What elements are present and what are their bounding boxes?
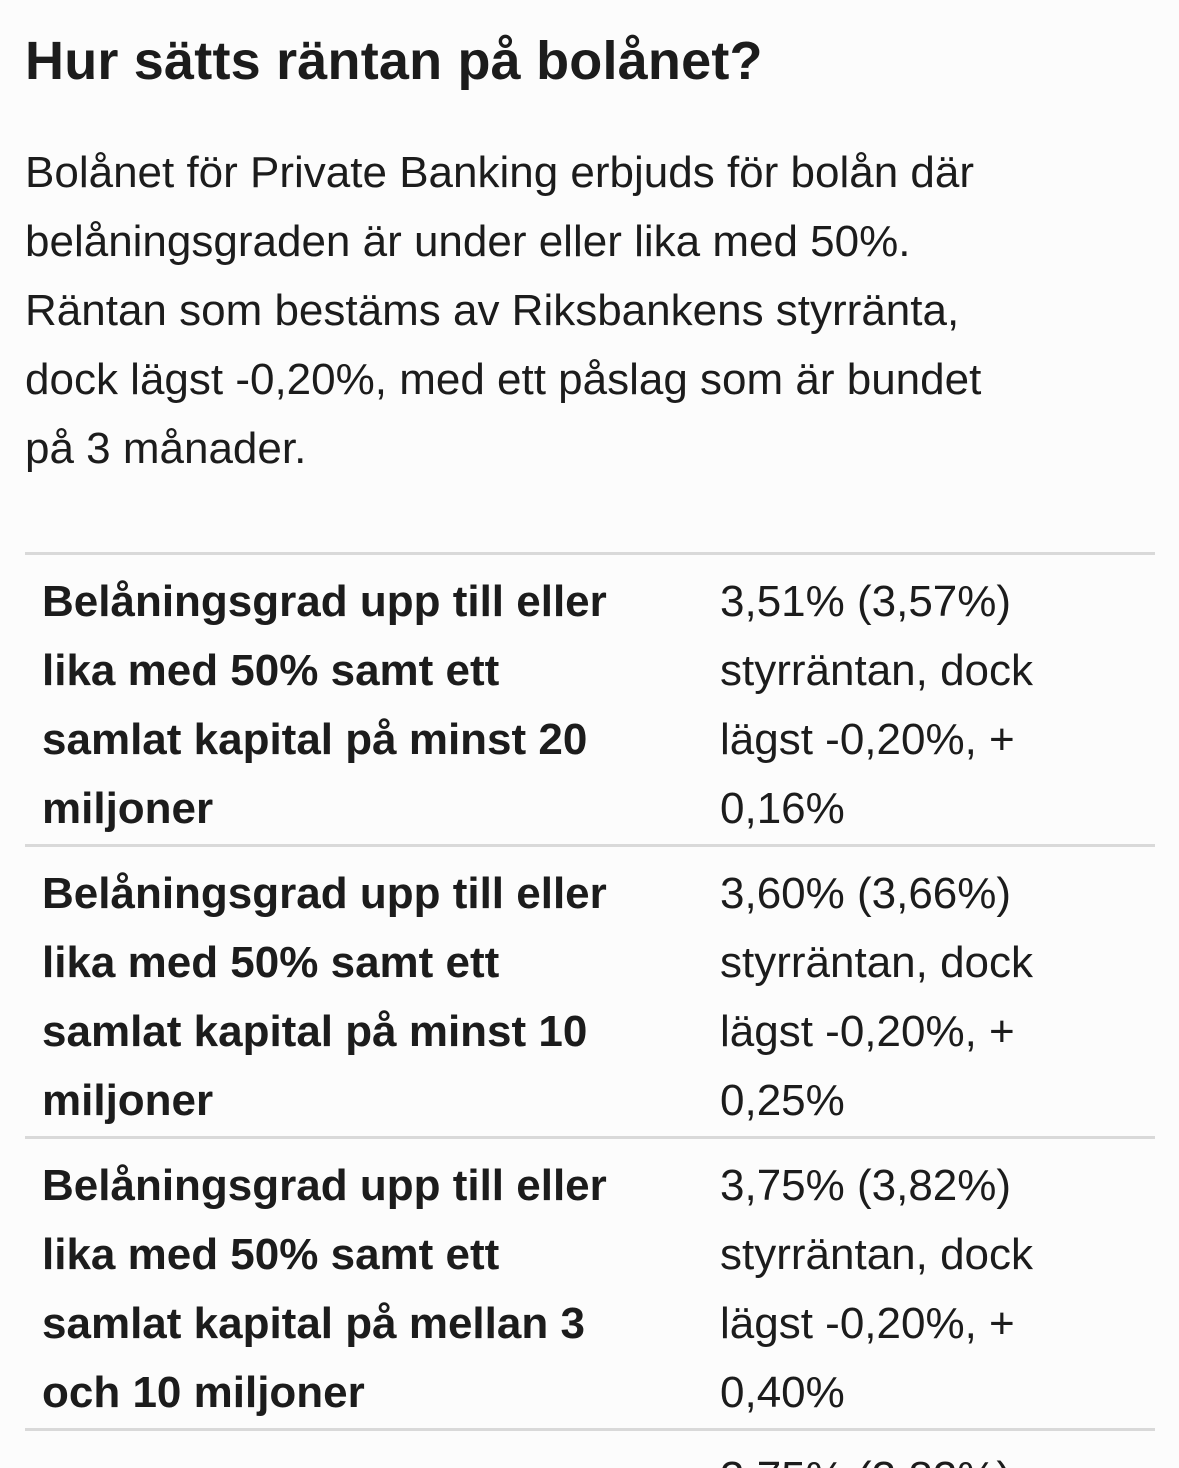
row-label <box>25 1443 703 1468</box>
intro-line: på 3 månader. <box>25 424 307 473</box>
value-line: 3,75% (3,82%) <box>720 1443 1155 1468</box>
table-row: 3,75% (3,82%) <box>25 1428 1155 1468</box>
value-line: 0,25% <box>720 1076 845 1125</box>
table-row: Belåningsgrad upp till eller lika med 50… <box>25 844 1155 1136</box>
row-label: Belåningsgrad upp till eller lika med 50… <box>25 859 703 1136</box>
label-line: miljoner <box>42 1076 214 1125</box>
value-line: 0,40% <box>720 1368 845 1417</box>
intro-line: belåningsgraden är under eller lika med … <box>25 217 911 266</box>
label-line: Belåningsgrad upp till eller <box>42 577 607 626</box>
value-line: styrräntan, dock <box>720 1230 1034 1279</box>
label-line: Belåningsgrad upp till eller <box>42 1161 607 1210</box>
value-line: styrräntan, dock <box>720 646 1034 695</box>
row-value: 3,51% (3,57%) styrräntan, dock lägst -0,… <box>703 567 1155 844</box>
row-value: 3,75% (3,82%) styrräntan, dock lägst -0,… <box>703 1151 1155 1428</box>
value-line: 3,75% (3,82%) <box>720 1161 1012 1210</box>
label-line: lika med 50% samt ett <box>42 1230 500 1279</box>
label-line: miljoner <box>42 784 214 833</box>
rate-table: Belåningsgrad upp till eller lika med 50… <box>25 552 1155 1468</box>
intro-line: Räntan som bestäms av Riksbankens styrrä… <box>25 286 960 335</box>
value-line: lägst -0,20%, + <box>720 1007 1015 1056</box>
page-title: Hur sätts räntan på bolånet? <box>25 31 763 91</box>
value-line: lägst -0,20%, + <box>720 715 1015 764</box>
label-line: och 10 miljoner <box>42 1368 365 1417</box>
label-line: Belåningsgrad upp till eller <box>42 869 607 918</box>
intro-paragraph: Bolånet för Private Banking erbjuds för … <box>25 138 1155 483</box>
label-line: lika med 50% samt ett <box>42 646 500 695</box>
table-row: Belåningsgrad upp till eller lika med 50… <box>25 1136 1155 1428</box>
row-label: Belåningsgrad upp till eller lika med 50… <box>25 567 703 844</box>
value-line: 3,60% (3,66%) <box>720 869 1012 918</box>
label-line: lika med 50% samt ett <box>42 938 500 987</box>
value-line: lägst -0,20%, + <box>720 1299 1015 1348</box>
row-value: 3,75% (3,82%) <box>703 1443 1155 1468</box>
intro-line: Bolånet för Private Banking erbjuds för … <box>25 148 975 197</box>
intro-line: dock lägst -0,20%, med ett påslag som är… <box>25 355 982 404</box>
label-line: samlat kapital på minst 10 <box>42 1007 588 1056</box>
value-line: 0,16% <box>720 784 845 833</box>
table-row: Belåningsgrad upp till eller lika med 50… <box>25 552 1155 844</box>
value-line: styrräntan, dock <box>720 938 1034 987</box>
value-line: 3,51% (3,57%) <box>720 577 1012 626</box>
label-line: samlat kapital på minst 20 <box>42 715 588 764</box>
label-line: samlat kapital på mellan 3 <box>42 1299 585 1348</box>
row-label: Belåningsgrad upp till eller lika med 50… <box>25 1151 703 1428</box>
row-value: 3,60% (3,66%) styrräntan, dock lägst -0,… <box>703 859 1155 1136</box>
